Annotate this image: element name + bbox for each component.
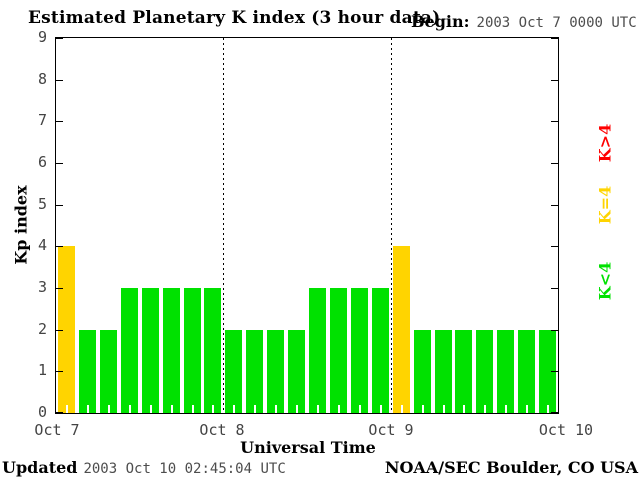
y-axis-tick	[551, 330, 558, 331]
kp-bar	[288, 330, 305, 413]
y-tick-label: 1	[37, 361, 47, 379]
bar-base-tick	[526, 405, 528, 413]
kp-bar	[497, 330, 514, 413]
bar-base-tick	[463, 405, 465, 413]
y-tick-label: 7	[37, 111, 47, 129]
x-tick-label: Oct 7	[34, 421, 80, 439]
y-axis-tick	[551, 246, 558, 247]
bar-base-tick	[192, 405, 194, 413]
bar-base-tick	[547, 405, 549, 413]
chart-title: Estimated Planetary K index (3 hour data…	[28, 8, 441, 28]
begin-line: Begin: 2003 Oct 7 0000 UTC	[411, 12, 637, 31]
y-tick-label: 9	[37, 28, 47, 46]
y-axis-tick	[551, 288, 558, 289]
kp-bar	[204, 288, 221, 413]
bar-base-tick	[317, 405, 319, 413]
kp-bar	[351, 288, 368, 413]
plot-area	[55, 37, 559, 414]
legend-k-gt-4: K>4	[595, 123, 615, 163]
kp-bar	[163, 288, 180, 413]
y-axis-tick	[56, 371, 63, 372]
kp-bar	[476, 330, 493, 413]
y-axis-tick	[56, 205, 63, 206]
x-tick-label: Oct 8	[199, 421, 245, 439]
x-axis-title: Universal Time	[240, 438, 376, 457]
bar-base-tick	[171, 405, 173, 413]
bar-base-tick	[233, 405, 235, 413]
updated-line: Updated 2003 Oct 10 02:45:04 UTC	[2, 458, 286, 477]
day-boundary-line	[223, 38, 224, 413]
x-tick-label: Oct 10	[538, 421, 594, 439]
y-axis-tick	[56, 330, 63, 331]
y-axis-tick	[551, 121, 558, 122]
y-axis-tick	[551, 80, 558, 81]
bar-base-tick	[484, 405, 486, 413]
y-tick-label: 5	[37, 195, 47, 213]
legend-k-eq-4: K=4	[595, 185, 615, 225]
bar-base-tick	[108, 405, 110, 413]
kp-bar	[309, 288, 326, 413]
bar-base-tick	[422, 405, 424, 413]
y-axis-tick	[551, 412, 558, 413]
y-tick-label: 0	[37, 403, 47, 421]
y-tick-label: 3	[37, 278, 47, 296]
kp-bar	[518, 330, 535, 413]
bar-base-tick	[87, 405, 89, 413]
bar-base-tick	[359, 405, 361, 413]
bar-base-tick	[66, 405, 68, 413]
kp-bar	[372, 288, 389, 413]
y-axis-tick	[56, 412, 63, 413]
y-tick-label: 4	[37, 236, 47, 254]
kp-bar	[184, 288, 201, 413]
bar-base-tick	[254, 405, 256, 413]
bar-base-tick	[275, 405, 277, 413]
x-tick-label: Oct 9	[368, 421, 414, 439]
y-axis-tick	[56, 163, 63, 164]
y-axis-tick	[56, 38, 63, 39]
y-tick-label: 8	[37, 70, 47, 88]
bar-base-tick	[296, 405, 298, 413]
y-tick-label: 2	[37, 320, 47, 338]
y-tick-label: 6	[37, 153, 47, 171]
y-axis-tick	[56, 288, 63, 289]
bar-base-tick	[338, 405, 340, 413]
kp-bar	[435, 330, 452, 413]
kp-bar	[142, 288, 159, 413]
bar-base-tick	[443, 405, 445, 413]
kp-bar	[246, 330, 263, 413]
day-boundary-line	[391, 38, 392, 413]
y-axis-tick	[56, 246, 63, 247]
y-axis-tick	[56, 80, 63, 81]
begin-label: Begin:	[411, 12, 470, 31]
bar-base-tick	[505, 405, 507, 413]
y-axis-tick	[551, 38, 558, 39]
kp-bar	[225, 330, 242, 413]
kp-bar	[79, 330, 96, 413]
kp-bar	[539, 330, 556, 413]
legend-k-lt-4: K<4	[595, 261, 615, 301]
bar-base-tick	[380, 405, 382, 413]
y-axis-tick	[551, 163, 558, 164]
kp-bar	[414, 330, 431, 413]
y-axis-tick	[551, 371, 558, 372]
credit-text: NOAA/SEC Boulder, CO USA	[384, 458, 638, 477]
kp-bar	[267, 330, 284, 413]
updated-label: Updated	[2, 458, 78, 477]
bar-base-tick	[129, 405, 131, 413]
bar-base-tick	[401, 405, 403, 413]
y-axis-tick	[551, 205, 558, 206]
kp-bar	[100, 330, 117, 413]
kp-bar	[121, 288, 138, 413]
y-axis-tick	[56, 121, 63, 122]
kp-bar	[330, 288, 347, 413]
kp-bar	[393, 246, 410, 413]
begin-value: 2003 Oct 7 0000 UTC	[476, 15, 637, 31]
bar-base-tick	[150, 405, 152, 413]
bar-base-tick	[212, 405, 214, 413]
kp-bar	[455, 330, 472, 413]
updated-value: 2003 Oct 10 02:45:04 UTC	[83, 461, 286, 477]
